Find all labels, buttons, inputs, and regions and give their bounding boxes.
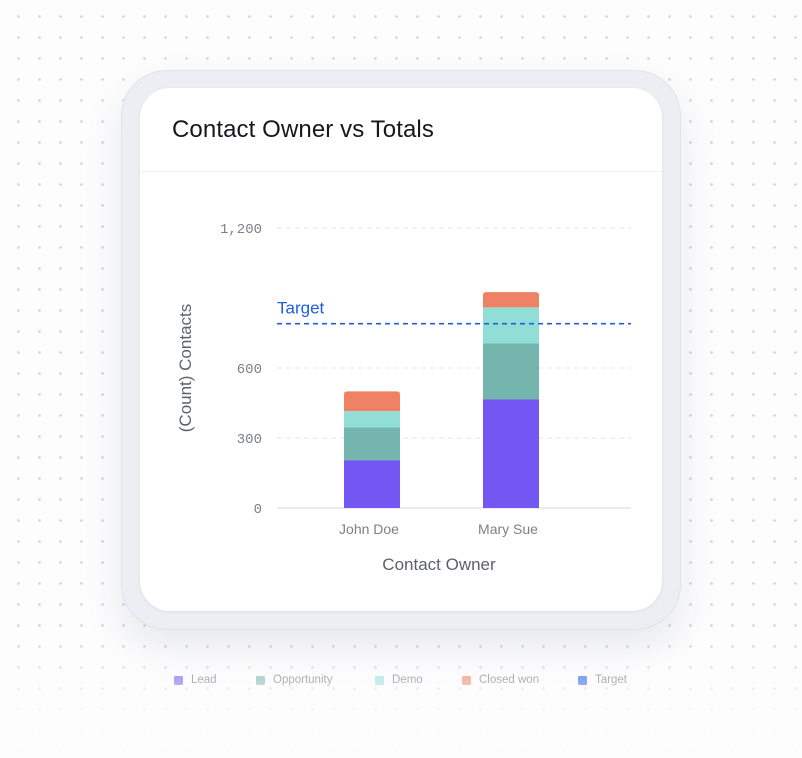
- y-axis-label: (Count) Contacts: [176, 304, 195, 433]
- bar-segment-closed-won: [344, 391, 400, 412]
- bar-segment-lead: [344, 460, 400, 508]
- legend-item-closed-won[interactable]: Closed won: [462, 674, 539, 686]
- bar-segment-lead: [483, 399, 539, 508]
- y-tick-labels: 0 300 600 1,200: [220, 222, 262, 518]
- legend-label: Lead: [191, 674, 217, 686]
- legend-item-opportunity[interactable]: Opportunity: [256, 674, 332, 686]
- legend-label: Opportunity: [273, 674, 333, 686]
- card-header: Contact Owner vs Totals: [140, 88, 662, 172]
- legend-item-target[interactable]: Target: [578, 674, 627, 686]
- legend: Lead Opportunity Demo Closed won Target: [0, 674, 802, 692]
- legend-swatch: [462, 675, 471, 685]
- legend-item-demo[interactable]: Demo: [375, 674, 423, 686]
- x-tick-label: Mary Sue: [478, 521, 538, 537]
- legend-label: Target: [595, 674, 627, 686]
- bar-segment-demo: [344, 411, 400, 428]
- y-tick-label: 600: [237, 362, 262, 378]
- x-tick-labels: John Doe Mary Sue: [339, 521, 538, 537]
- bar-segment-opportunity: [344, 427, 400, 461]
- bars: [344, 292, 539, 508]
- x-tick-label: John Doe: [339, 521, 399, 537]
- y-tick-label: 1,200: [220, 222, 262, 238]
- x-axis-label: Contact Owner: [382, 555, 496, 574]
- chart-card: Contact Owner vs Totals: [140, 88, 662, 611]
- legend-label: Closed won: [479, 674, 540, 686]
- bar-segment-demo: [483, 307, 539, 344]
- target-line-label: Target: [277, 299, 325, 318]
- legend-swatch: [578, 675, 587, 685]
- gridlines: [277, 227, 631, 509]
- y-tick-label: 0: [254, 502, 262, 518]
- bar-segment-closed-won: [483, 292, 539, 308]
- legend-item-lead[interactable]: Lead: [174, 674, 217, 686]
- chart-title: Contact Owner vs Totals: [172, 116, 434, 143]
- bar-segment-opportunity: [483, 343, 539, 400]
- target-line-group: Target: [277, 299, 631, 325]
- legend-label: Demo: [392, 674, 423, 686]
- legend-swatch: [174, 675, 183, 685]
- y-tick-label: 300: [237, 432, 262, 448]
- legend-swatch: [256, 675, 265, 685]
- legend-swatch: [375, 675, 384, 685]
